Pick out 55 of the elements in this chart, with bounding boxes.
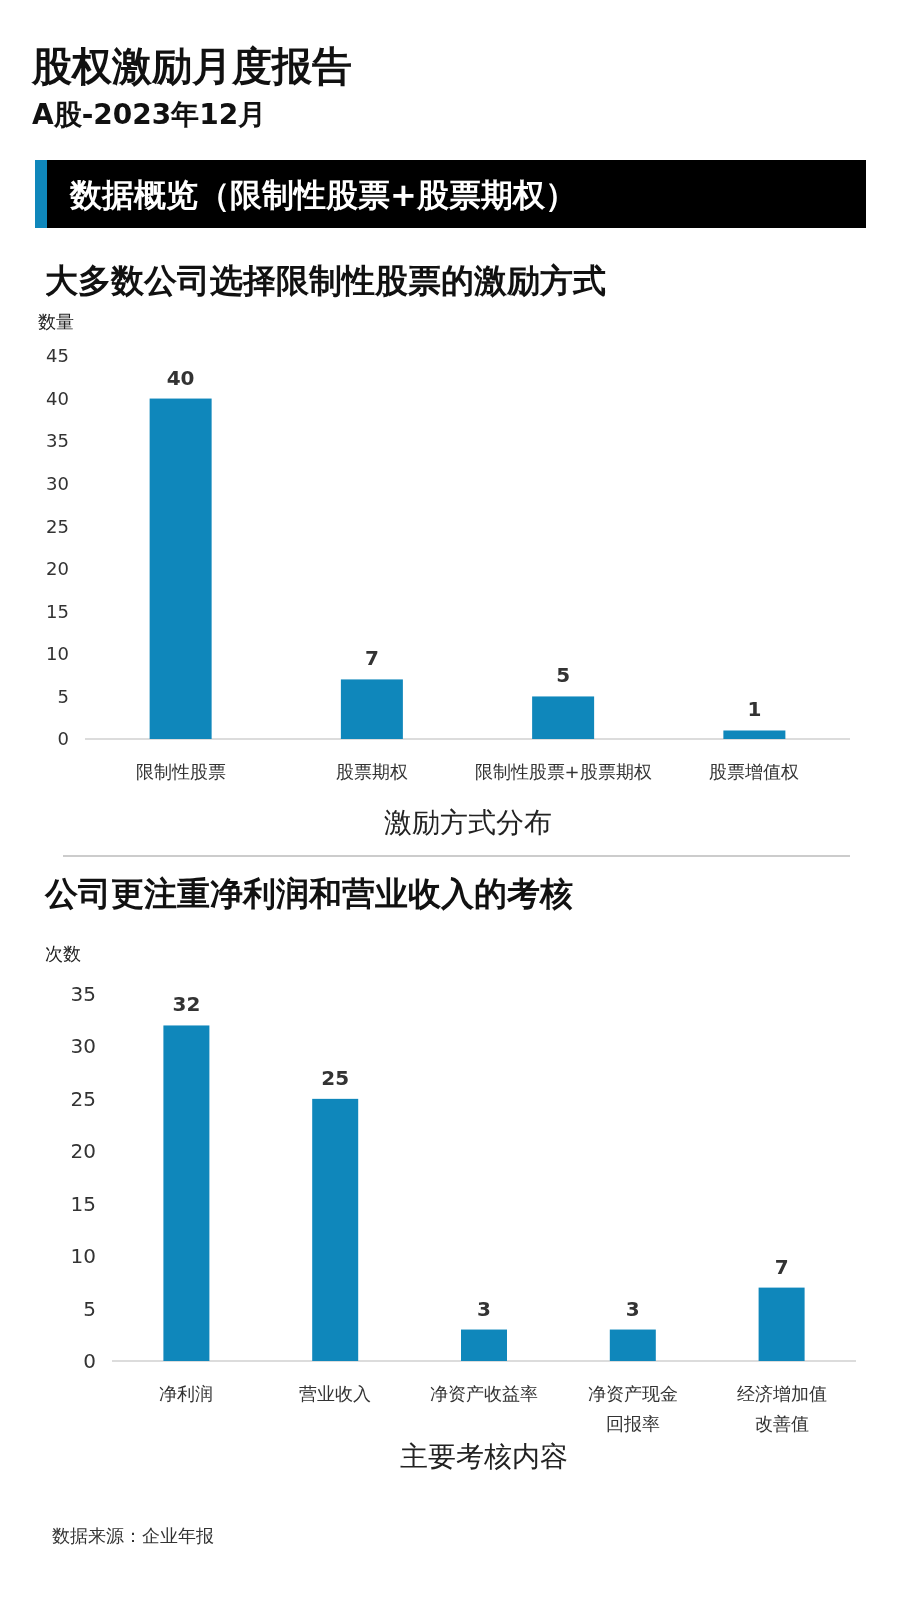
- y-tick-label: 35: [46, 430, 69, 452]
- bar: [149, 398, 212, 739]
- bar: [609, 1329, 656, 1361]
- text: A股-2023年12月: [32, 98, 267, 131]
- y-tick-label: 5: [83, 1296, 96, 1321]
- y-axis-title: 数量: [38, 311, 74, 332]
- x-axis-title: 主要考核内容: [400, 1440, 568, 1473]
- data-label: 32: [172, 992, 201, 1017]
- y-tick-label: 25: [70, 1086, 96, 1111]
- x-tick-label: 股票期权: [335, 761, 408, 783]
- bar: [758, 1287, 805, 1361]
- y-tick-label: 0: [83, 1349, 96, 1373]
- x-tick-label: 营业收入: [299, 1383, 372, 1405]
- x-tick-label: 净资产收益率: [430, 1383, 538, 1405]
- y-tick-label: 40: [46, 387, 69, 409]
- chart-title: 大多数公司选择限制性股票的激励方式: [45, 261, 606, 300]
- data-label: 1: [747, 697, 762, 722]
- y-tick-label: 5: [57, 685, 69, 707]
- data-label: 3: [625, 1296, 640, 1321]
- data-label: 7: [774, 1254, 789, 1279]
- y-tick-label: 10: [70, 1244, 96, 1269]
- y-tick-label: 15: [70, 1191, 96, 1216]
- y-tick-label: 25: [46, 515, 69, 537]
- y-tick-label: 20: [46, 558, 69, 580]
- x-tick-label: 净资产现金回报率: [587, 1383, 678, 1435]
- y-tick-label: 35: [70, 982, 96, 1006]
- data-label: 5: [556, 663, 571, 688]
- x-axis-title: 激励方式分布: [383, 806, 552, 839]
- chart-title: 公司更注重净利润和营业收入的考核: [44, 874, 573, 913]
- bar: [312, 1098, 359, 1361]
- text: 数据概览（限制性股票+股票期权）: [69, 176, 577, 214]
- y-tick-label: 45: [46, 345, 69, 367]
- y-tick-label: 15: [46, 600, 69, 622]
- data-label: 25: [321, 1065, 350, 1090]
- y-axis-title: 次数: [45, 943, 81, 964]
- x-tick-label: 经济增加值改善值: [736, 1383, 827, 1435]
- y-tick-label: 30: [70, 1034, 96, 1059]
- bar: [461, 1329, 507, 1361]
- bar: [723, 730, 786, 739]
- x-tick-label: 净利润: [159, 1383, 214, 1405]
- x-tick-label: 限制性股票: [135, 761, 226, 783]
- y-tick-label: 20: [70, 1139, 96, 1164]
- source-note: 数据来源：企业年报: [52, 1525, 214, 1546]
- bar: [340, 679, 403, 739]
- bar: [532, 696, 595, 739]
- y-tick-label: 0: [57, 728, 69, 750]
- y-tick-label: 10: [46, 643, 69, 665]
- data-label: 7: [364, 646, 379, 671]
- data-label: 3: [477, 1296, 491, 1321]
- x-tick-label: 股票增值权: [709, 761, 800, 783]
- data-label: 40: [166, 365, 195, 390]
- x-tick-label: 限制性股票+股票期权: [474, 761, 652, 783]
- bar: [163, 1025, 210, 1361]
- text: 股权激励月度报告: [31, 43, 352, 89]
- y-tick-label: 30: [46, 472, 69, 494]
